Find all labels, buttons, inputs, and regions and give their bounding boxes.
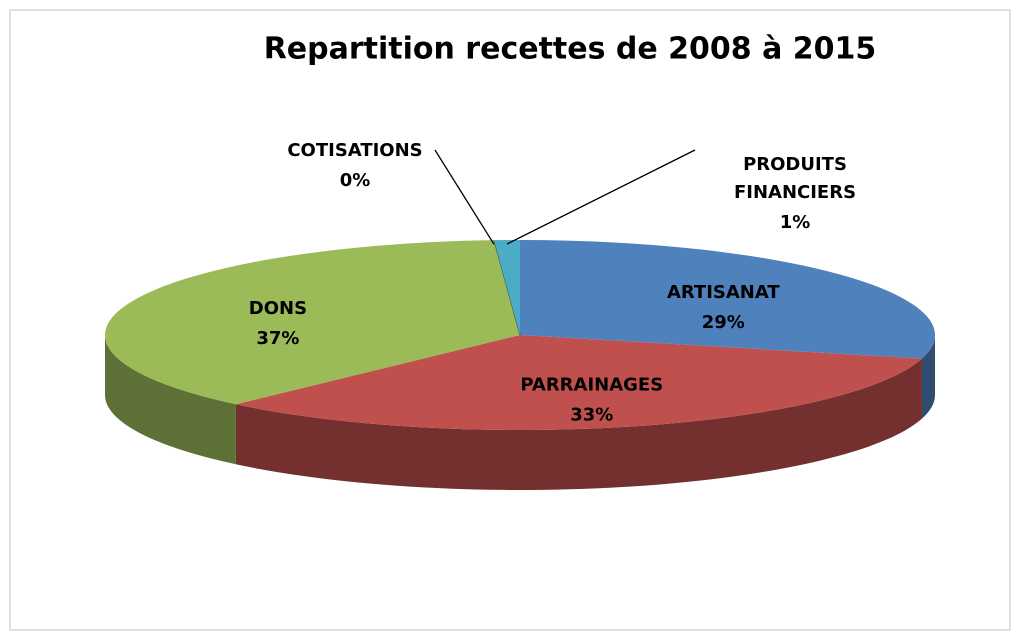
pie-slice bbox=[493, 240, 520, 335]
value-label: 33% bbox=[570, 405, 613, 426]
category-label: PARRAINAGES bbox=[520, 375, 663, 396]
pie-slice bbox=[105, 240, 520, 405]
pie-slice-side bbox=[105, 335, 236, 465]
category-label: COTISATIONS bbox=[287, 140, 422, 161]
pie-slice bbox=[520, 240, 935, 359]
data-label: PRODUITS FINANCIERS 1% bbox=[734, 154, 856, 233]
value-label: 29% bbox=[702, 312, 745, 333]
data-label: DONS 37% bbox=[249, 298, 307, 349]
leader-line bbox=[506, 149, 696, 245]
category-label-line: PRODUITS bbox=[743, 154, 847, 175]
category-label: ARTISANAT bbox=[667, 282, 780, 303]
pie-slice-side bbox=[235, 358, 922, 490]
category-label-line: FINANCIERS bbox=[734, 182, 856, 203]
data-label: ARTISANAT 29% bbox=[667, 282, 780, 333]
pie-slice bbox=[235, 335, 922, 430]
data-label: COTISATIONS 0% bbox=[287, 140, 422, 191]
category-label: PRODUITS FINANCIERS bbox=[734, 154, 856, 203]
value-label: 0% bbox=[340, 170, 371, 191]
chart-title: Repartition recettes de 2008 à 2015 bbox=[264, 32, 877, 67]
value-label: 1% bbox=[780, 212, 811, 233]
data-label: PARRAINAGES 33% bbox=[520, 375, 663, 426]
leader-line bbox=[434, 149, 495, 245]
value-label: 37% bbox=[256, 328, 299, 349]
category-label: DONS bbox=[249, 298, 307, 319]
pie-slice-side bbox=[921, 335, 935, 419]
